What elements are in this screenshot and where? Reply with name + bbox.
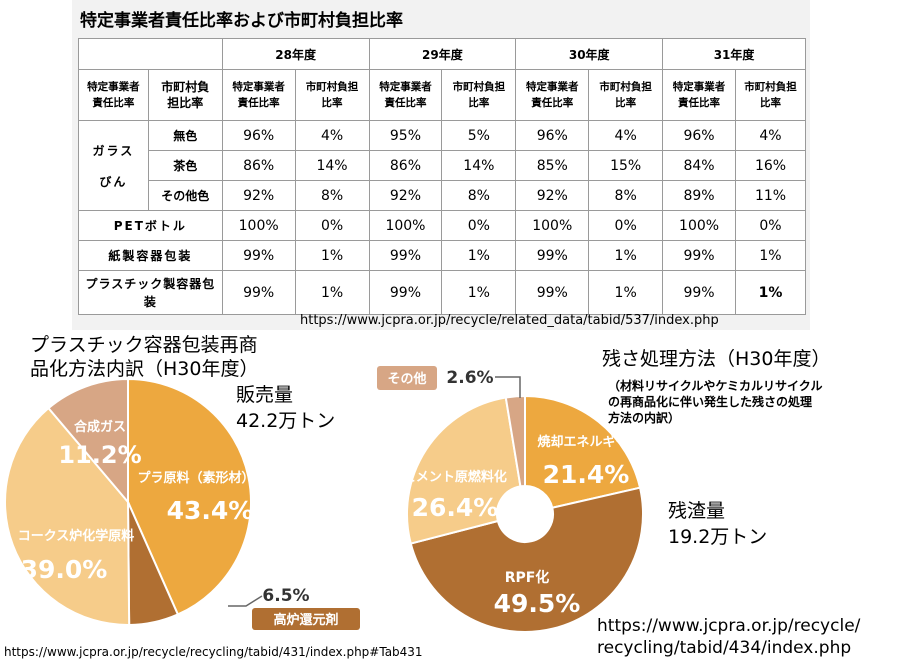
cell: 99% [662, 270, 736, 315]
pie-slice-1 [524, 394, 642, 509]
callout-line [228, 595, 263, 607]
sub-header-municipal: 市町村負担 比率 [588, 69, 664, 121]
cell: 0% [441, 210, 517, 241]
cell: 14% [294, 150, 370, 181]
year-header: 29年度 [368, 38, 517, 70]
sub-header-municipal: 市町村負担 比率 [441, 69, 517, 121]
year-header: 31年度 [662, 38, 806, 70]
cell: 99% [515, 240, 590, 271]
cell: 1% [588, 270, 664, 315]
cell: 1% [588, 240, 664, 271]
table-source-url[interactable]: https://www.jcpra.or.jp/recycle/related_… [300, 313, 719, 328]
right-chart-source-url[interactable]: https://www.jcpra.or.jp/recycle/ recycli… [597, 616, 861, 658]
sub-header-producer: 特定事業者 責任比率 [368, 69, 443, 121]
category-label: コークス炉化学原料 [18, 528, 135, 544]
right-chart-note: （材料リサイクルやケミカルリサイクル の再商品化に伴い発生した残さの処理 方法の… [608, 379, 823, 425]
category-label: 高炉還元剤 [273, 612, 338, 628]
cell: 92% [221, 180, 296, 211]
pie-slice-2 [409, 486, 645, 633]
cell: 99% [368, 240, 443, 271]
row-group-glass: ガラス びん [78, 120, 149, 211]
right-chart-subtitle: 残渣量 19.2万トン [668, 500, 768, 548]
left-chart-title: プラスチック容器包装再商 品化方法内訳（H30年度） [30, 334, 259, 380]
cell: 96% [221, 120, 296, 151]
cell: 100% [221, 210, 296, 241]
right-chart-title: 残さ処理方法（H30年度） [602, 348, 831, 370]
pie-slice-4 [504, 394, 526, 488]
category-pill [377, 366, 437, 390]
pie-slice-4 [47, 377, 129, 505]
value-label: 49.5% [494, 589, 581, 618]
cell: 99% [221, 270, 296, 315]
category-label: RPF化 [505, 569, 550, 586]
cell: 100% [368, 210, 443, 241]
category-label: 焼却エネルギー回収 [537, 434, 655, 450]
sub-header-producer: 特定事業者 責任比率 [515, 69, 590, 121]
table-row: ガラス びん 無色 96% 4% 95% 5% 96% 4% 96% 4% [78, 120, 806, 211]
cell: 4% [294, 120, 370, 151]
cell: 96% [515, 120, 590, 151]
category-label: プラ原料（素形材） [137, 470, 254, 486]
cell: 0% [735, 210, 806, 241]
cell: 1% [735, 240, 806, 271]
cell: 95% [368, 120, 443, 151]
callout-line [495, 376, 521, 398]
cell: 86% [368, 150, 443, 181]
cell: 99% [515, 270, 590, 315]
row-label: プラスチック製容器包装 [78, 270, 223, 315]
ratio-table: 28年度 29年度 30年度 31年度 特定事業者 責任比率 市町村負 担比率 特定… [78, 38, 806, 315]
table-row: プラスチック製容器包装 99% 1% 99% 1% 99% 1% 99% 1% [78, 270, 806, 315]
col-header-municipal: 市町村負 担比率 [147, 69, 223, 121]
pie-slice-3 [4, 406, 131, 626]
value-label: 39.0% [21, 555, 108, 584]
left-chart-source-url[interactable]: https://www.jcpra.or.jp/recycle/recyclin… [4, 645, 423, 659]
left-chart-subtitle: 販売量 42.2万トン [236, 384, 336, 432]
ratio-table-panel: 特定事業者責任比率および市町村負担比率 28年度 29年度 30年度 31年度 … [72, 0, 810, 330]
cell: 89% [662, 180, 736, 211]
pie-slice-3 [406, 396, 522, 545]
cell: 15% [588, 150, 664, 181]
pie-slice-1 [127, 377, 252, 616]
table-row: PETボトル 100% 0% 100% 0% 100% 0% 100% 0% [78, 210, 806, 241]
cell: 8% [294, 180, 370, 211]
sub-header-municipal: 市町村負担 比率 [735, 69, 806, 121]
cell: 99% [662, 240, 736, 271]
value-label: 2.6% [446, 368, 493, 388]
cell: 0% [294, 210, 370, 241]
cell: 14% [441, 150, 517, 181]
category-pill [252, 608, 360, 630]
cell: 86% [221, 150, 296, 181]
cell: 100% [662, 210, 736, 241]
cell: 92% [515, 180, 590, 211]
category-label: 合成ガス [74, 419, 126, 435]
cell: 4% [588, 120, 664, 151]
value-label: 11.2% [58, 441, 141, 469]
cell: 8% [588, 180, 664, 211]
cell: 92% [368, 180, 443, 211]
value-label: 21.4% [543, 460, 630, 489]
row-label: PETボトル [78, 210, 223, 241]
table-row: 紙製容器包装 99% 1% 99% 1% 99% 1% 99% 1% [78, 240, 806, 271]
table-row: 茶色 86% 14% 86% 14% 85% 15% 84% 16% [79, 150, 806, 181]
row-label: その他色 [147, 180, 223, 211]
value-label: 6.5% [262, 586, 309, 606]
cell: 99% [368, 270, 443, 315]
category-label: セメント原燃料化 [403, 469, 507, 485]
cell: 1% [735, 270, 806, 315]
value-label: 26.4% [412, 493, 499, 522]
sub-header-producer: 特定事業者 責任比率 [221, 69, 296, 121]
table-title: 特定事業者責任比率および市町村負担比率 [80, 11, 403, 31]
value-label: 43.4% [167, 496, 254, 525]
category-label: その他 [387, 371, 426, 387]
cell: 1% [441, 270, 517, 315]
col-header-producer: 特定事業者 責任比率 [78, 69, 149, 121]
cell: 11% [735, 180, 806, 211]
